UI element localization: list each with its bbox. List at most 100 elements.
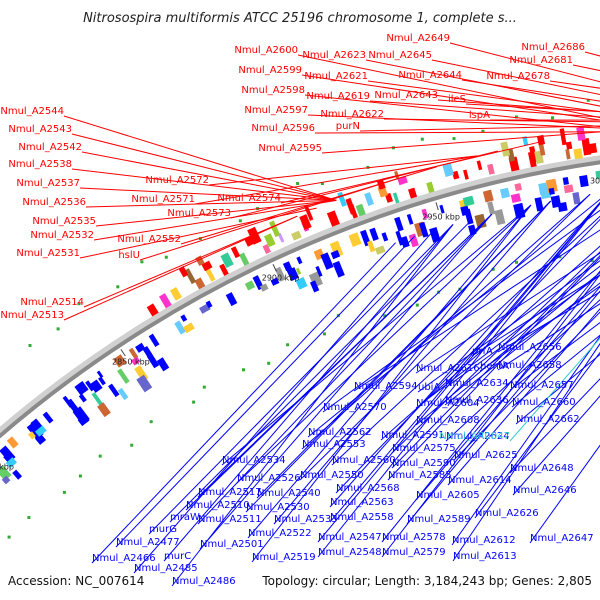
marker-dot (98, 454, 102, 458)
gene-block (510, 193, 522, 204)
leader-line (331, 215, 600, 466)
gene-block (156, 357, 170, 372)
gene-label: Nmul_A2648 (510, 463, 574, 474)
marker-dot (590, 259, 594, 262)
gene-block (270, 277, 280, 286)
leader-line (230, 150, 498, 219)
leader-line (451, 335, 600, 546)
gene-label: Nmul_A2656 (498, 342, 562, 353)
gene-block (296, 256, 303, 265)
gene-block (295, 276, 308, 290)
gene-label: Nmul_A2574 (217, 193, 281, 204)
gene-block (330, 250, 341, 260)
gene-label: Nmul_A2575 (392, 443, 456, 454)
leader-line (245, 200, 551, 513)
gene-label: murC (164, 551, 191, 562)
gene-block (159, 293, 173, 310)
gene-label: Nmul_A2547 (318, 532, 382, 543)
gene-block (337, 191, 347, 207)
gene-block (135, 342, 146, 353)
gene-block (91, 392, 104, 407)
gene-block (230, 246, 241, 259)
gene-block (589, 143, 598, 154)
gene-block (572, 192, 581, 205)
gene-block (364, 192, 375, 207)
marker-dot (515, 260, 518, 264)
gene-block (180, 314, 188, 322)
leader-line (445, 299, 600, 442)
leader-line (81, 151, 337, 201)
leader-line (367, 80, 600, 113)
leader-line (251, 204, 532, 563)
marker-dot (78, 474, 82, 478)
gene-label: Nmul_A2590 (392, 458, 456, 469)
gene-block (345, 197, 357, 215)
gene-block (557, 201, 568, 212)
leader-line (391, 254, 600, 469)
leader-line (133, 229, 435, 574)
gene-label: mraW (170, 512, 200, 523)
gene-block (131, 356, 141, 366)
gene-block (85, 380, 95, 392)
leader-line (208, 155, 478, 186)
leader-line (317, 202, 600, 558)
gene-block (369, 227, 379, 241)
leader-line (461, 79, 600, 102)
gene-block (136, 374, 153, 393)
gene-block (487, 201, 496, 216)
gene-label: Nmul_AR0047 (439, 431, 510, 442)
gene-label: Nmul_A2595 (258, 143, 322, 154)
gene-label: hslU (118, 250, 140, 261)
gene-label: Nmul_A2608 (416, 415, 480, 426)
gene-block (299, 214, 312, 231)
gene-label: Nmul_A2501 (200, 539, 264, 550)
marker-dot (415, 303, 419, 307)
gene-label: Nmul_A2579 (382, 547, 446, 558)
leader-line (497, 303, 600, 371)
gene-block (0, 465, 12, 481)
marker-dot (116, 285, 120, 289)
gene-block (66, 398, 80, 414)
leader-line (314, 131, 600, 134)
leader-line (79, 207, 317, 259)
gene-block (98, 376, 106, 386)
leader-line (236, 204, 532, 484)
gene-label: prfA (472, 346, 493, 357)
leader-line (474, 351, 600, 519)
leader-line (381, 273, 600, 558)
gene-label: Nmul_A2644 (398, 70, 462, 81)
gene-block (581, 137, 592, 156)
gene-block (1, 475, 11, 485)
gene-label: Nmul_A2544 (0, 106, 64, 117)
gene-label: murG (149, 524, 177, 535)
gene-block (219, 263, 230, 277)
marker-dot (551, 116, 554, 120)
gene-block (128, 347, 139, 360)
leader-line (95, 199, 337, 227)
gene-block (463, 169, 469, 180)
marker-dot (28, 344, 32, 347)
gene-label: Nmul_A2517 (198, 487, 262, 498)
gene-label: Nmul_A2511 (198, 514, 262, 525)
gene-block (494, 209, 506, 226)
gene-label: Nmul_A2612 (452, 535, 516, 546)
gene-label: Nmul_A2591 (381, 430, 445, 441)
tick-label: 2900 kbp (262, 274, 300, 283)
leader-line (63, 115, 337, 201)
gene-block (400, 235, 410, 248)
gene-block (274, 266, 286, 282)
gene-block (244, 280, 256, 291)
gene-label: Nmul_A2510 (186, 500, 250, 511)
marker-dot (7, 535, 11, 539)
marker-dot (267, 361, 271, 365)
leader-line (71, 133, 337, 201)
gene-block (142, 345, 153, 357)
gene-label: Nmul_A2623 (302, 50, 366, 61)
gene-label: ubiA (418, 382, 440, 393)
leader-line (447, 308, 600, 486)
gene-block (462, 195, 475, 207)
leader-line (387, 256, 600, 481)
gene-block (239, 252, 251, 268)
gene-label: Nmul_A2553 (302, 439, 366, 450)
gene-label: Nmul_A2594 (354, 381, 418, 392)
